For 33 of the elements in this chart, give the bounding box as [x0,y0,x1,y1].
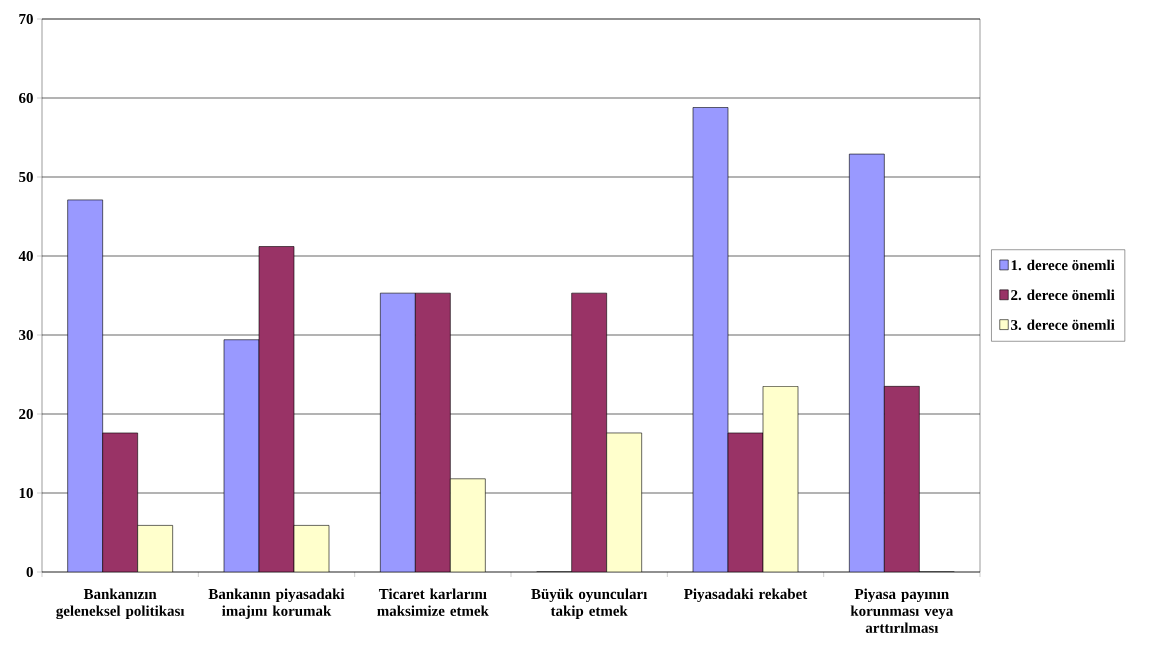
bar [415,292,451,572]
bar [762,386,799,572]
bar [849,153,885,572]
x-tick-label: Büyük oyuncuları takip etmek [531,588,648,620]
y-tick-label: 30 [19,329,33,341]
x-tick-label: Ticaret karlarını maksimize etmek [377,588,489,616]
x-tick-label: Piyasa payının korunması veya arttırılması [850,588,954,633]
legend-label: 3. derece önemli [1011,319,1115,330]
bar [380,292,416,572]
y-tick-label: 10 [19,487,33,499]
x-tick-label: Bankanızın geleneksel politikası [56,588,185,620]
bar [223,339,260,572]
legend-label: 1. derece önemli [1011,259,1115,271]
bar [450,478,486,572]
bar [137,525,173,572]
y-tick-label: 70 [19,13,33,25]
legend-label: 2. derece önemli [1011,289,1115,301]
bar [258,246,295,572]
bar [293,525,330,572]
y-tick-label: 20 [19,408,33,420]
bar [571,292,607,572]
y-tick-label: 50 [19,171,33,183]
x-tick-label: Bankanın piyasadaki imajını korumak [208,588,345,620]
y-tick-label: 40 [18,250,33,262]
y-tick-label: 0 [26,566,33,578]
bar [727,432,764,572]
bar [67,199,103,572]
bar [606,432,642,572]
bar [102,432,138,572]
x-tick-label: Piyasadaki rekabet [684,588,808,603]
bar [884,386,920,572]
y-tick-label: 60 [19,92,33,104]
bar [692,107,729,572]
